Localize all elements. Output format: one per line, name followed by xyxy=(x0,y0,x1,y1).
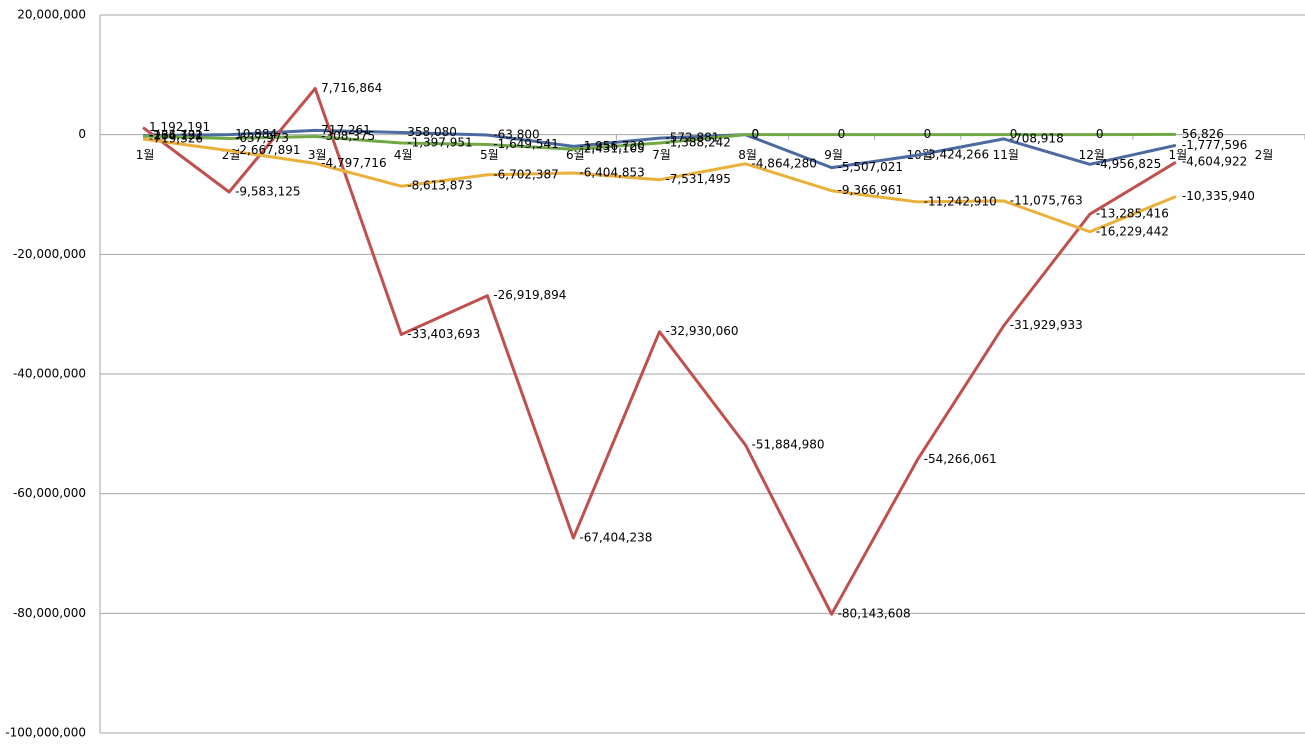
data-label: -4,797,716 xyxy=(321,156,386,170)
data-label: -1,649,541 xyxy=(493,137,558,151)
data-label: -26,919,894 xyxy=(493,288,566,302)
data-label: 0 xyxy=(838,127,846,141)
data-label: 0 xyxy=(924,127,932,141)
series-line xyxy=(142,137,1177,234)
data-label: -234,192 xyxy=(149,129,203,143)
data-label: -16,229,442 xyxy=(1096,224,1169,238)
x-tick-label: 9월 xyxy=(824,148,843,162)
data-label: -572,881 xyxy=(665,131,719,145)
x-tick-label: 6월 xyxy=(566,148,585,162)
data-label: -3,424,266 xyxy=(924,148,989,162)
x-tick-label: 12월 xyxy=(1079,148,1105,162)
data-label: -708,918 xyxy=(1010,131,1064,145)
data-label: 7,716,864 xyxy=(321,81,382,95)
data-label: 10,884 xyxy=(235,127,277,141)
y-tick-label: 0 xyxy=(78,127,86,141)
data-label: 0 xyxy=(1010,127,1018,141)
data-label: -6,702,387 xyxy=(493,167,558,181)
data-label: -166,731 xyxy=(149,128,203,142)
y-tick-label: -100,000,000 xyxy=(5,726,86,740)
data-label: -1,777,596 xyxy=(1182,138,1247,152)
data-label: 0 xyxy=(752,127,760,141)
y-tick-label: 20,000,000 xyxy=(17,8,86,22)
data-label: 1,192,191 xyxy=(149,120,210,134)
data-label: -11,242,910 xyxy=(924,194,997,208)
data-label: -33,403,693 xyxy=(407,327,480,341)
series-line xyxy=(142,86,1177,616)
data-label: -308,375 xyxy=(321,129,375,143)
x-tick-label: 2월 xyxy=(1255,148,1274,162)
data-label: -80,143,608 xyxy=(838,607,911,621)
x-tick-label: 7월 xyxy=(652,148,671,162)
data-label: -32,930,060 xyxy=(665,324,738,338)
data-label: 56,826 xyxy=(1182,127,1224,141)
x-tick-label: 1월 xyxy=(1169,148,1188,162)
data-label: -719,326 xyxy=(149,131,203,145)
data-label: -2,667,891 xyxy=(235,143,300,157)
data-label: -9,583,125 xyxy=(235,185,300,199)
x-tick-label: 8월 xyxy=(738,148,757,162)
y-tick-label: -60,000,000 xyxy=(13,486,86,500)
data-label: -4,604,922 xyxy=(1182,155,1247,169)
data-label: -67,404,238 xyxy=(579,530,652,544)
data-label: -8,613,873 xyxy=(407,179,472,193)
data-label: -5,507,021 xyxy=(838,160,903,174)
data-label: -4,864,280 xyxy=(752,156,817,170)
series-line xyxy=(143,128,1177,170)
y-tick-label: -40,000,000 xyxy=(13,367,86,381)
data-label: 717,261 xyxy=(321,123,371,137)
x-tick-label: 5월 xyxy=(480,148,499,162)
data-label: 0 xyxy=(752,127,760,141)
data-label: -6,404,853 xyxy=(579,165,644,179)
data-label: -13,285,416 xyxy=(1096,207,1169,221)
data-label: -1,388,242 xyxy=(665,135,730,149)
data-label: -9,366,961 xyxy=(838,183,903,197)
x-tick-label: 1월 xyxy=(136,148,155,162)
data-label: -10,335,940 xyxy=(1182,189,1255,203)
data-label: -1,956,720 xyxy=(579,139,644,153)
data-label: -63,800 xyxy=(493,128,539,142)
data-label: -11,075,763 xyxy=(1010,193,1083,207)
data-label: 358,080 xyxy=(407,125,457,139)
data-label: -4,956,825 xyxy=(1096,157,1161,171)
y-tick-label: -20,000,000 xyxy=(13,247,86,261)
data-label: 0 xyxy=(1096,127,1104,141)
data-label: -31,929,933 xyxy=(1010,318,1083,332)
y-tick-label: -80,000,000 xyxy=(13,606,86,620)
series-line xyxy=(142,132,1176,151)
x-tick-label: 3월 xyxy=(308,148,327,162)
data-label: -637,973 xyxy=(235,131,289,145)
x-tick-label: 11월 xyxy=(993,148,1019,162)
data-label: -7,531,495 xyxy=(665,172,730,186)
data-label: -54,266,061 xyxy=(924,452,997,466)
x-tick-label: 4월 xyxy=(394,148,413,162)
data-label: -1,397,951 xyxy=(407,136,472,150)
data-label: -51,884,980 xyxy=(752,438,825,452)
data-label: -2,431,105 xyxy=(579,142,644,156)
